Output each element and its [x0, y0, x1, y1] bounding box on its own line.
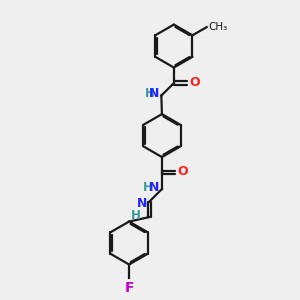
Text: O: O — [178, 166, 188, 178]
Text: F: F — [124, 281, 134, 295]
Text: N: N — [137, 196, 147, 209]
Text: N: N — [149, 181, 160, 194]
Text: H: H — [131, 209, 141, 222]
Text: O: O — [189, 76, 200, 89]
Text: H: H — [143, 181, 153, 194]
Text: CH₃: CH₃ — [208, 22, 227, 32]
Text: N: N — [149, 87, 159, 100]
Text: H: H — [145, 87, 155, 100]
